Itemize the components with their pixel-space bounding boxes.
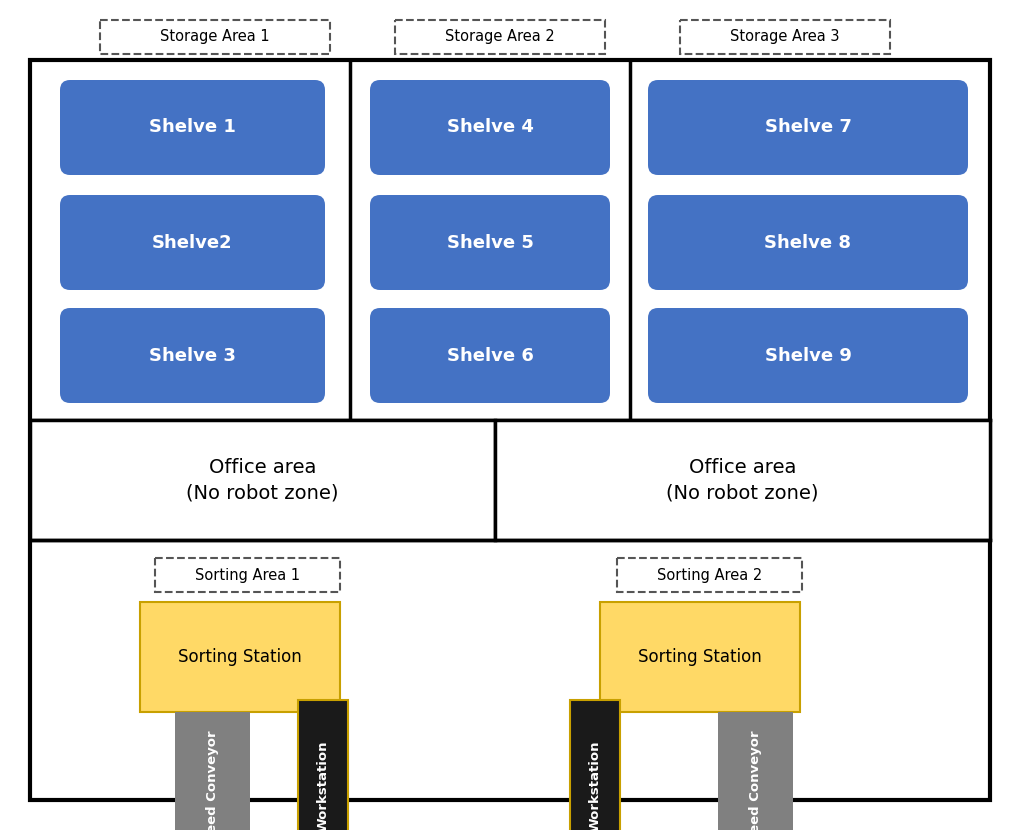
Text: Shelve 1: Shelve 1	[149, 119, 236, 136]
FancyBboxPatch shape	[648, 80, 968, 175]
Bar	[298, 700, 348, 830]
Text: Workstation: Workstation	[317, 740, 329, 830]
FancyBboxPatch shape	[60, 308, 325, 403]
Bar	[140, 602, 340, 712]
Bar	[617, 558, 802, 592]
FancyBboxPatch shape	[60, 80, 325, 175]
FancyBboxPatch shape	[370, 195, 610, 290]
Bar	[718, 712, 793, 830]
FancyBboxPatch shape	[60, 195, 325, 290]
Bar	[570, 700, 620, 830]
Bar	[30, 60, 990, 800]
Text: Sorting Area 2: Sorting Area 2	[657, 568, 763, 583]
FancyBboxPatch shape	[648, 308, 968, 403]
Text: Office area
(No robot zone): Office area (No robot zone)	[187, 458, 338, 502]
Text: Shelve 8: Shelve 8	[765, 233, 852, 251]
FancyBboxPatch shape	[648, 195, 968, 290]
Bar	[155, 558, 340, 592]
Text: Shelve2: Shelve2	[152, 233, 233, 251]
Bar	[495, 420, 990, 540]
Text: Infeed Conveyor: Infeed Conveyor	[206, 730, 219, 830]
Bar	[680, 20, 890, 54]
Text: Sorting Station: Sorting Station	[639, 648, 762, 666]
Bar	[100, 20, 330, 54]
Text: Shelve 5: Shelve 5	[447, 233, 533, 251]
Text: Storage Area 3: Storage Area 3	[730, 30, 839, 45]
Text: Shelve 3: Shelve 3	[149, 346, 236, 364]
Text: Office area
(No robot zone): Office area (No robot zone)	[666, 458, 819, 502]
Text: Storage Area 2: Storage Area 2	[445, 30, 555, 45]
Bar	[395, 20, 605, 54]
Bar	[600, 602, 800, 712]
FancyBboxPatch shape	[370, 308, 610, 403]
Text: Shelve 6: Shelve 6	[447, 346, 533, 364]
Text: Workstation: Workstation	[588, 740, 602, 830]
Text: Sorting Area 1: Sorting Area 1	[195, 568, 300, 583]
FancyBboxPatch shape	[370, 80, 610, 175]
Text: Shelve 9: Shelve 9	[765, 346, 852, 364]
Text: Infeed Conveyor: Infeed Conveyor	[749, 730, 762, 830]
Text: Shelve 7: Shelve 7	[765, 119, 852, 136]
Text: Shelve 4: Shelve 4	[447, 119, 533, 136]
Text: Storage Area 1: Storage Area 1	[160, 30, 270, 45]
Text: Sorting Station: Sorting Station	[178, 648, 302, 666]
Bar	[30, 420, 495, 540]
Bar	[175, 712, 250, 830]
